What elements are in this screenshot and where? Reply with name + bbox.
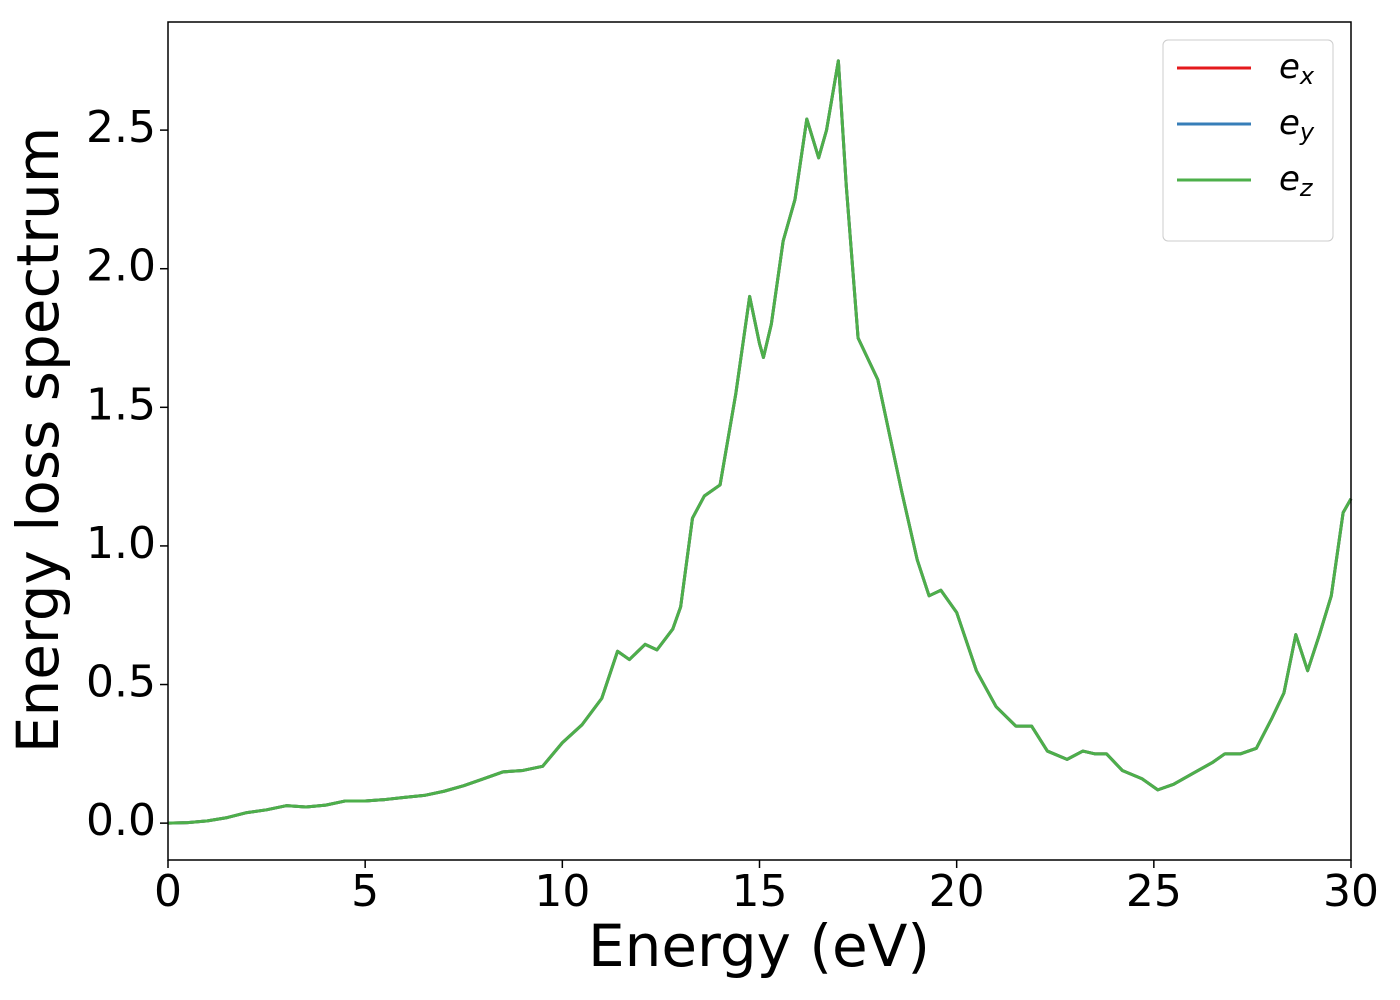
x-tick-label: 5 [351, 866, 379, 917]
y-tick-label: 0.0 [86, 795, 156, 846]
x-tick-label: 30 [1323, 866, 1379, 917]
x-tick-label: 15 [732, 866, 788, 917]
legend-label: ez [1279, 159, 1314, 203]
legend-label: ey [1279, 103, 1315, 147]
x-tick-label: 20 [929, 866, 985, 917]
legend-label: ex [1279, 47, 1315, 91]
y-tick-label: 2.0 [86, 241, 156, 292]
y-axis-label: Energy loss spectrum [4, 127, 72, 753]
plot-frame [167, 21, 1352, 861]
y-tick-label: 1.0 [86, 518, 156, 569]
x-axis-label: Energy (eV) [588, 912, 930, 980]
y-tick-label: 2.5 [86, 102, 156, 153]
x-tick-label: 10 [534, 866, 590, 917]
y-tick-label: 1.5 [86, 379, 156, 430]
legend-box [1162, 39, 1334, 242]
y-tick-label: 0.5 [86, 657, 156, 708]
x-tick-label: 25 [1126, 866, 1182, 917]
series-line [167, 59, 1353, 825]
x-tick-label: 0 [154, 866, 182, 917]
